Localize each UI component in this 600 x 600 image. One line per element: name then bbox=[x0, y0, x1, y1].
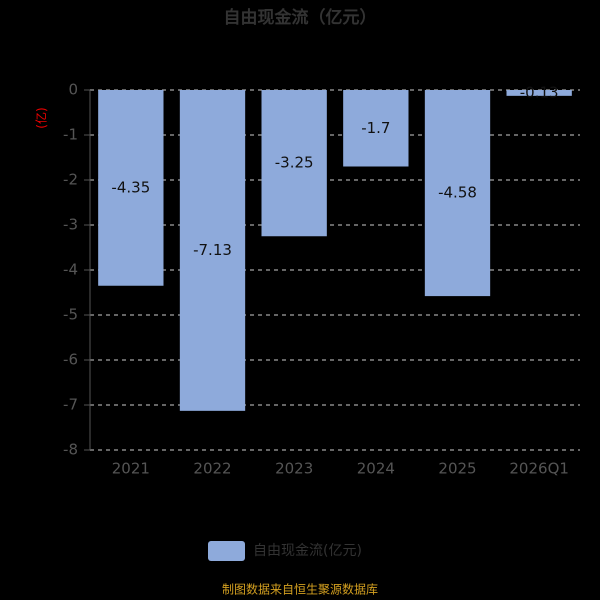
source-note: 制图数据来自恒生聚源数据库 bbox=[222, 582, 378, 597]
y-tick-label: -1 bbox=[63, 126, 78, 144]
x-tick-label: 2026Q1 bbox=[509, 460, 569, 478]
x-tick-label: 2024 bbox=[357, 460, 395, 478]
y-tick-label: -7 bbox=[63, 396, 78, 414]
chart-title: 自由现金流（亿元） bbox=[224, 7, 377, 28]
bar bbox=[343, 90, 409, 167]
y-tick-label: 0 bbox=[68, 81, 78, 99]
value-label: -1.7 bbox=[361, 119, 390, 137]
value-label: -3.25 bbox=[275, 154, 314, 172]
x-tick-label: 2021 bbox=[112, 460, 150, 478]
y-tick-label: -3 bbox=[63, 216, 78, 234]
bar bbox=[424, 90, 491, 297]
value-label: -4.35 bbox=[111, 178, 150, 196]
bar bbox=[179, 90, 246, 411]
value-label: -7.13 bbox=[193, 241, 232, 259]
y-tick-label: -8 bbox=[63, 441, 78, 459]
y-tick-label: -4 bbox=[63, 261, 78, 279]
x-tick-label: 2025 bbox=[438, 460, 476, 478]
y-tick-label: -6 bbox=[63, 351, 78, 369]
value-label: -0.13 bbox=[520, 83, 559, 101]
y-axis-label: (亿) bbox=[34, 107, 49, 128]
bar bbox=[98, 90, 164, 286]
x-tick-label: 2022 bbox=[193, 460, 231, 478]
bar bbox=[261, 90, 327, 237]
value-label: -4.58 bbox=[438, 184, 477, 202]
y-tick-label: -2 bbox=[63, 171, 78, 189]
legend-swatch bbox=[208, 541, 245, 561]
bar bbox=[506, 90, 572, 96]
legend-label: 自由现金流(亿元) bbox=[253, 543, 362, 559]
x-tick-label: 2023 bbox=[275, 460, 313, 478]
y-tick-label: -5 bbox=[63, 306, 78, 324]
